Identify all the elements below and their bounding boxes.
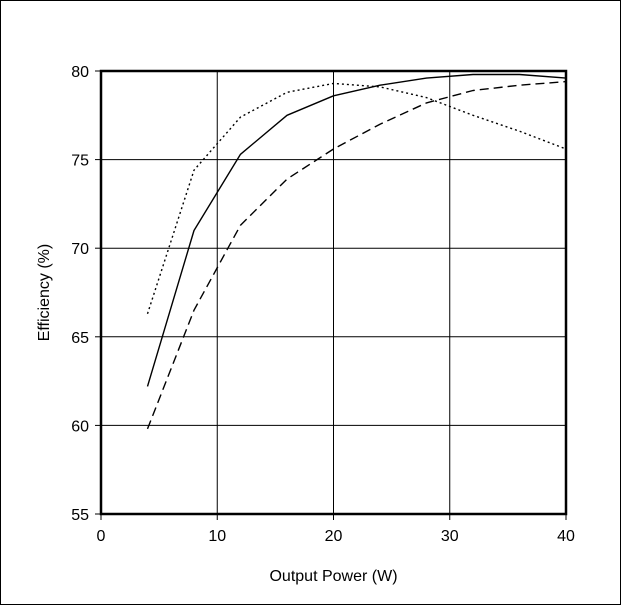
- series-layer: [146, 73, 567, 430]
- series-line-dashed: [146, 80, 567, 430]
- y-tick-label: 80: [71, 64, 89, 81]
- y-tick-label: 75: [71, 153, 89, 170]
- y-axis-title: Efficiency (%): [36, 244, 53, 342]
- series-line-dotted: [146, 82, 567, 315]
- x-tick-label: 30: [441, 528, 459, 545]
- y-tick-label: 65: [71, 330, 89, 347]
- y-tick-label: 60: [71, 418, 89, 435]
- x-tick-label: 20: [325, 528, 343, 545]
- tick-marks: [95, 70, 567, 520]
- x-tick-labels: 0 10 20 30 40: [97, 528, 575, 545]
- x-tick-label: 40: [557, 528, 575, 545]
- series-line-solid: [146, 73, 567, 387]
- x-tick-label: 0: [97, 528, 106, 545]
- x-axis-title: Output Power (W): [269, 568, 397, 585]
- y-tick-label: 70: [71, 241, 89, 258]
- y-tick-label: 55: [71, 507, 89, 524]
- x-tick-label: 10: [208, 528, 226, 545]
- y-tick-labels: 55 60 65 70 75 80: [71, 64, 89, 524]
- grid-lines: [101, 71, 566, 514]
